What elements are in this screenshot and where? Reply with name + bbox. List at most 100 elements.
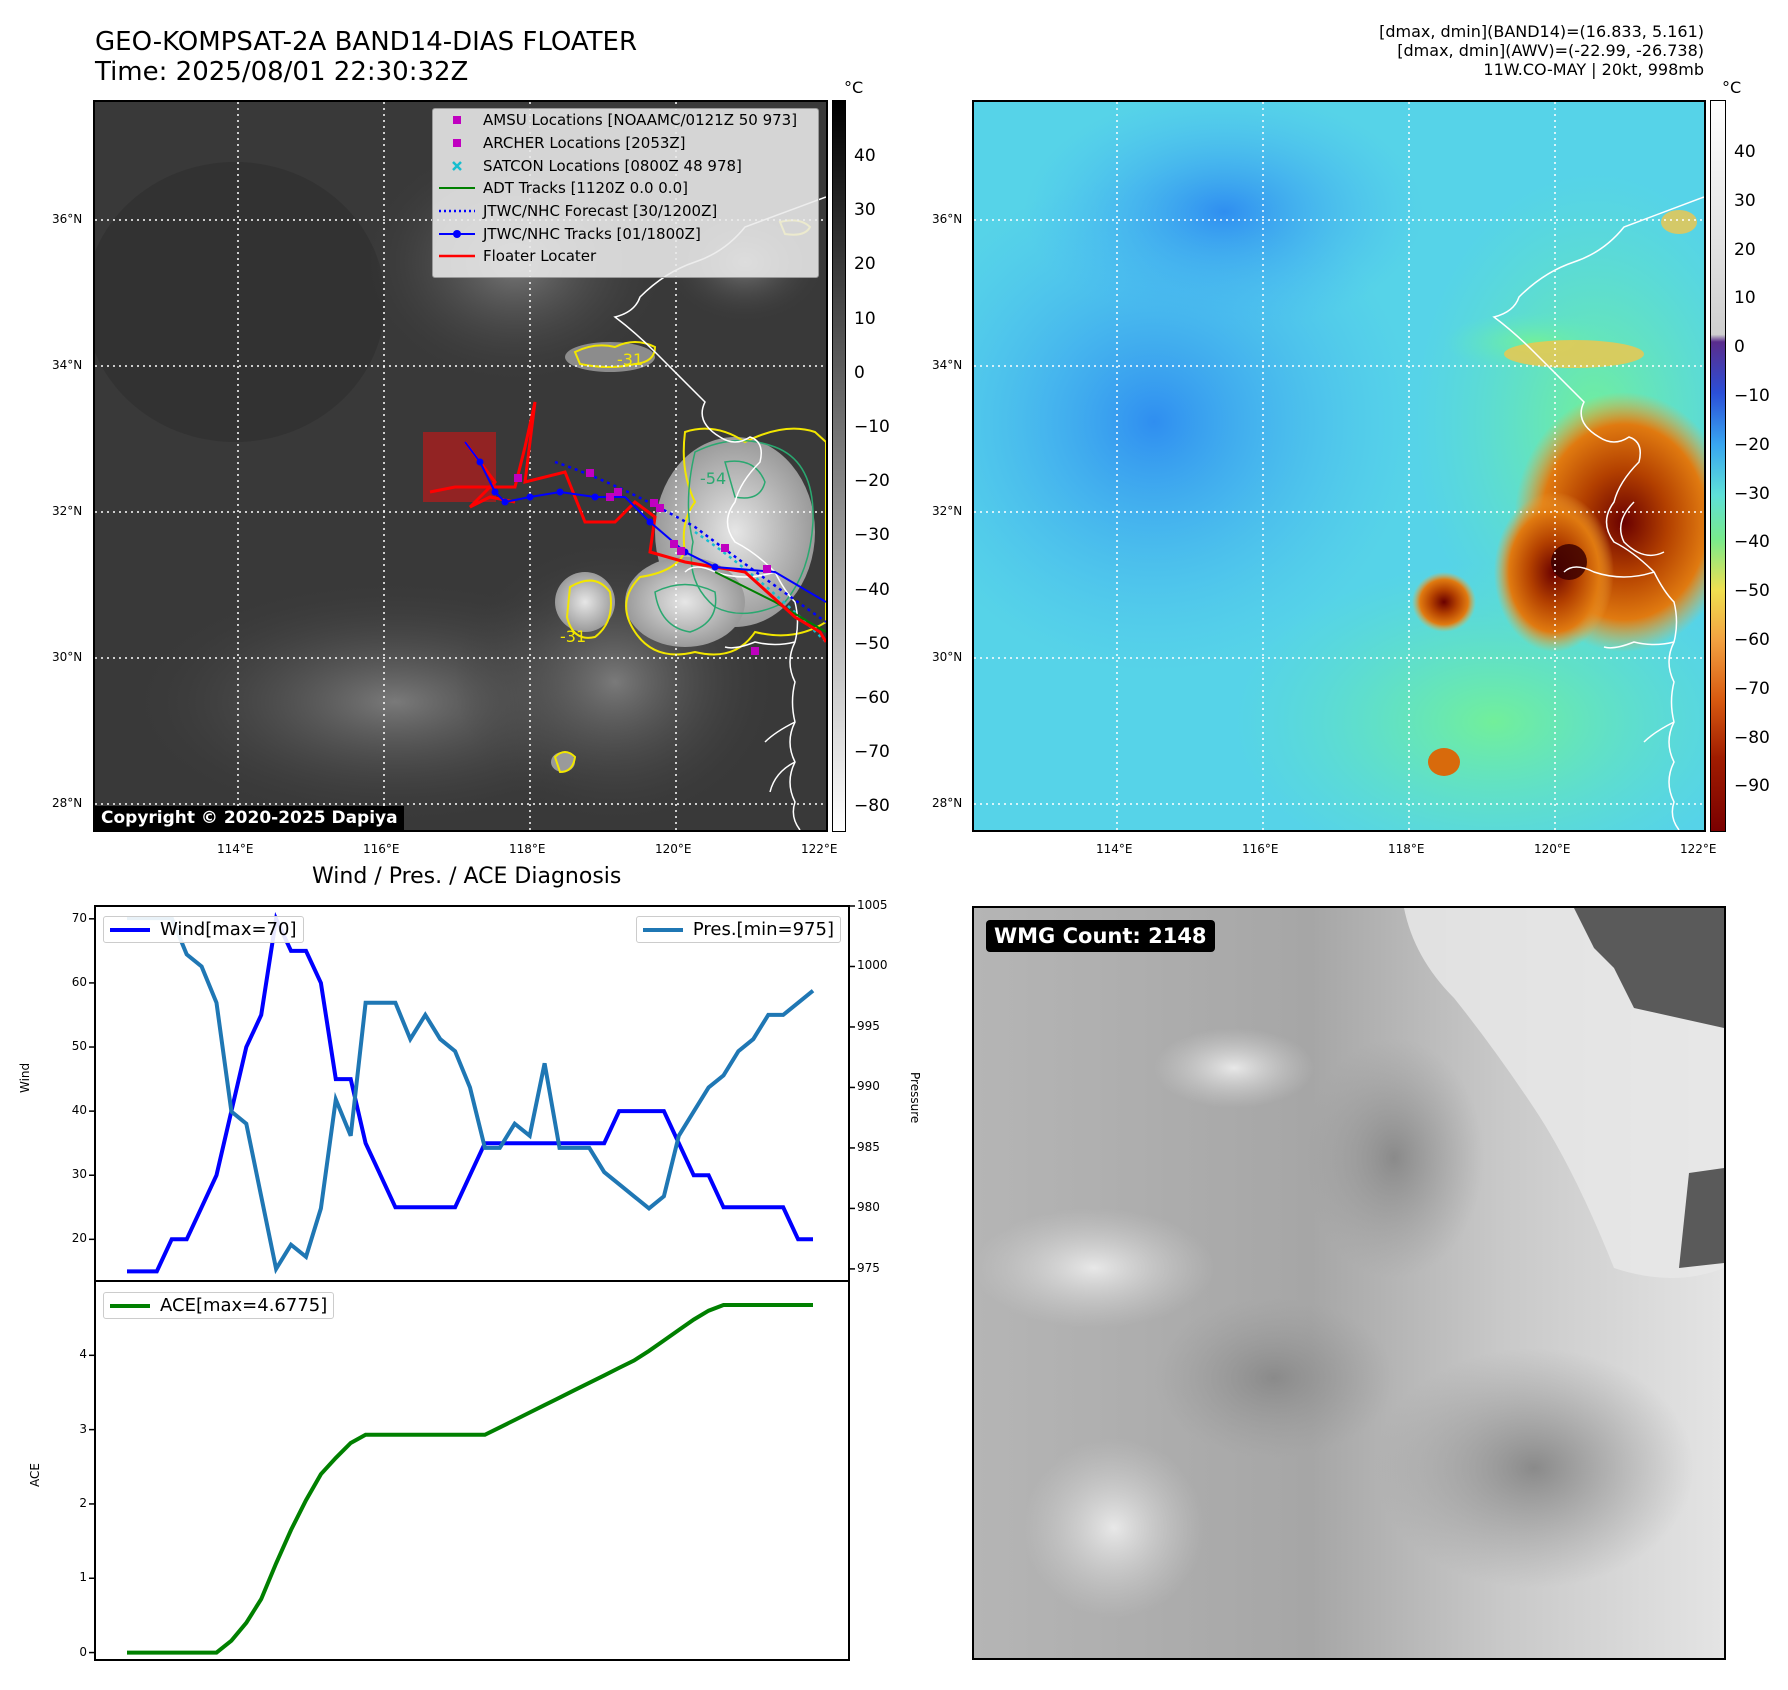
ace-tick-label: 2 [79, 1495, 87, 1510]
legend-floater: Floater Locater [433, 245, 818, 268]
ir-colorbar-tick-label: −20 [854, 471, 890, 492]
dotted-line-icon [439, 209, 475, 213]
info-storm: 11W.CO-MAY | 20kt, 998mb [1483, 60, 1704, 79]
wv-colorbar-tick-label: 30 [1734, 190, 1756, 211]
pressure-series-line [127, 916, 815, 1275]
legend-forecast-label: JTWC/NHC Forecast [30/1200Z] [483, 202, 718, 221]
chart-title: GEO-KOMPSAT-2A BAND14-DIAS FLOATER Time:… [95, 27, 637, 87]
wind-legend-swatch [110, 927, 150, 932]
ir-colorbar [832, 100, 846, 832]
pressure-tick-label: 980 [857, 1200, 880, 1215]
ace-legend-label: ACE[max=4.6775] [160, 1295, 328, 1316]
ir-lon-label: 114°E [217, 842, 254, 856]
info-awv: [dmax, dmin](AWV)=(-22.99, -26.738) [1397, 41, 1704, 60]
ir-lat-label: 30°N [52, 650, 83, 664]
wv-lat-label: 32°N [932, 504, 963, 518]
ir-lat-label: 36°N [52, 212, 83, 226]
ir-colorbar-tick-label: 20 [854, 254, 876, 275]
timeseries-panel: Wind[max=70] Pres.[min=975] ACE[max=4.67… [89, 905, 855, 1661]
ace-series-line [127, 1303, 813, 1655]
contour-label-1: -31 [617, 350, 643, 369]
wv-colorbar-tick-label: 40 [1734, 142, 1756, 162]
wmg-image [974, 908, 1724, 1658]
ir-colorbar-tick-label: 30 [854, 200, 876, 221]
ir-colorbar-tick-label: 10 [854, 308, 876, 329]
ir-colorbar-tick-label: −40 [854, 579, 890, 600]
wind-axis-label: Wind [18, 1062, 32, 1093]
ir-colorbar-unit: °C [844, 78, 864, 97]
ir-colorbar-tick-label: −60 [854, 688, 890, 708]
wv-colorbar-tick-label: −30 [1734, 483, 1770, 504]
wind-legend-label: Wind[max=70] [160, 919, 297, 940]
wv-colorbar-tick-label: 0 [1734, 337, 1745, 358]
wv-colorbar-tick-label: −80 [1734, 727, 1770, 748]
solid-line-icon [439, 255, 475, 258]
wv-lat-label: 30°N [932, 650, 963, 664]
wind-tick-label: 20 [71, 1231, 87, 1246]
wv-lon-label: 118°E [1388, 842, 1425, 856]
pressure-tick-label: 995 [857, 1018, 880, 1033]
pressure-legend-label: Pres.[min=975] [692, 919, 834, 940]
ace-tick-label: 0 [79, 1644, 87, 1659]
ace-tick-label: 1 [79, 1570, 87, 1585]
wv-lon-label: 122°E [1680, 842, 1717, 856]
timeseries-chart [89, 905, 855, 1661]
wmg-count-badge: WMG Count: 2148 [986, 920, 1215, 952]
wv-colorbar-tick-label: 10 [1734, 288, 1756, 309]
pressure-axis-label: Pressure [908, 1072, 922, 1124]
wmg-panel: WMG Count: 2148 [972, 906, 1726, 1660]
legend-adt-label: ADT Tracks [1120Z 0.0 0.0] [483, 179, 688, 198]
wv-colorbar-tick-label: −20 [1734, 434, 1770, 455]
ir-lat-label: 28°N [52, 796, 83, 810]
wv-map-image [974, 102, 1704, 830]
square-marker-icon [453, 139, 461, 148]
ace-legend-swatch [110, 1303, 150, 1308]
contour-label-2: -54 [700, 469, 726, 488]
legend-amsu-label: AMSU Locations [NOAAMC/0121Z 50 973] [483, 111, 798, 130]
ir-colorbar-tick-label: −80 [854, 796, 890, 817]
ir-lat-label: 34°N [52, 358, 83, 372]
wind-legend: Wind[max=70] [103, 916, 304, 943]
ir-lon-label: 116°E [363, 842, 400, 856]
wv-colorbar-tick-label: −10 [1734, 386, 1770, 406]
ir-colorbar-tick-label: −50 [854, 633, 890, 654]
legend-floater-label: Floater Locater [483, 247, 597, 266]
legend-jtwc-tracks: JTWC/NHC Tracks [01/1800Z] [433, 222, 818, 245]
ace-legend: ACE[max=4.6775] [103, 1292, 335, 1319]
line-dot-icon [439, 229, 475, 238]
wv-lat-label: 28°N [932, 796, 963, 810]
wv-lon-label: 116°E [1242, 842, 1279, 856]
copyright-notice: Copyright © 2020-2025 Dapiya [95, 806, 404, 830]
wv-colorbar-tick-label: −60 [1734, 630, 1770, 650]
ir-map-panel: -31 -54 -31 AMSU Locations [NOAAMC/0121Z… [93, 100, 828, 832]
legend-forecast: JTWC/NHC Forecast [30/1200Z] [433, 200, 818, 223]
x-marker-icon [452, 160, 462, 171]
wv-lon-label: 120°E [1534, 842, 1571, 856]
wv-lat-label: 36°N [932, 212, 963, 226]
pressure-tick-label: 1000 [857, 958, 888, 973]
legend-archer: ARCHER Locations [2053Z] [433, 132, 818, 155]
ir-colorbar-tick-label: −30 [854, 525, 890, 546]
pressure-tick-label: 985 [857, 1139, 880, 1154]
info-band14: [dmax, dmin](BAND14)=(16.833, 5.161) [1379, 22, 1704, 41]
wind-tick-label: 40 [71, 1103, 87, 1118]
pressure-tick-label: 975 [857, 1260, 880, 1275]
wind-tick-label: 50 [71, 1039, 87, 1054]
pressure-legend: Pres.[min=975] [635, 916, 841, 943]
wind-tick-label: 70 [71, 910, 87, 925]
wv-colorbar-tick-label: −70 [1734, 678, 1770, 699]
legend-jtwc-tracks-label: JTWC/NHC Tracks [01/1800Z] [483, 224, 701, 243]
ir-lon-label: 118°E [509, 842, 546, 856]
chart-title-line2: Time: 2025/08/01 22:30:32Z [95, 57, 469, 87]
wind-tick-label: 60 [71, 974, 87, 989]
ir-colorbar-tick-label: −10 [854, 417, 890, 437]
ir-lon-label: 122°E [801, 842, 838, 856]
legend-amsu: AMSU Locations [NOAAMC/0121Z 50 973] [433, 109, 818, 132]
solid-line-icon [439, 187, 475, 190]
map-legend: AMSU Locations [NOAAMC/0121Z 50 973] ARC… [432, 108, 819, 278]
wind-series-line [127, 911, 813, 1274]
legend-archer-label: ARCHER Locations [2053Z] [483, 134, 686, 153]
wv-colorbar-unit: °C [1722, 78, 1742, 97]
pressure-tick-label: 1005 [857, 898, 888, 912]
wv-lon-label: 114°E [1096, 842, 1133, 856]
